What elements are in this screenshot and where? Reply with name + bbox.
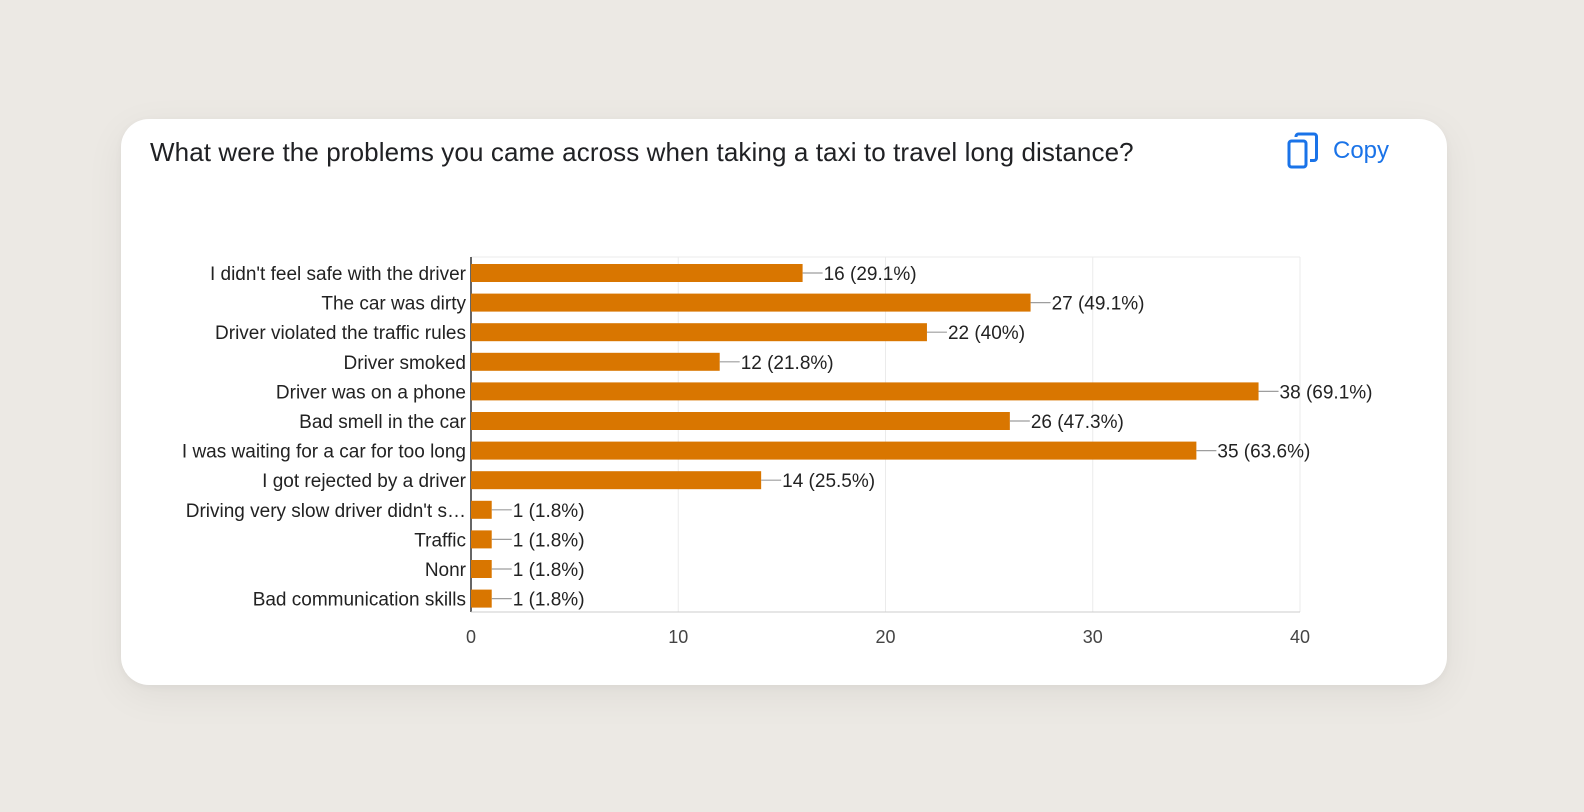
data-label: 16 (29.1%): [824, 264, 917, 285]
data-label: 27 (49.1%): [1052, 294, 1145, 315]
bar: [471, 471, 762, 490]
category-label: I was waiting for a car for too long: [182, 442, 466, 463]
category-label: Bad communication skills: [253, 590, 466, 611]
category-label: Bad smell in the car: [299, 412, 467, 433]
question-title: What were the problems you came across w…: [150, 137, 1134, 167]
bar: [471, 500, 492, 519]
bar: [471, 589, 492, 608]
data-label: 1 (1.8%): [513, 501, 585, 522]
data-label: 26 (47.3%): [1031, 412, 1124, 433]
x-tick-label: 0: [466, 627, 476, 647]
bar: [471, 441, 1197, 460]
category-label: Driver was on a phone: [276, 382, 466, 403]
x-tick-label: 10: [668, 627, 688, 647]
category-label: Nonr: [425, 560, 467, 581]
data-label: 14 (25.5%): [782, 471, 875, 492]
category-label: I didn't feel safe with the driver: [210, 264, 467, 285]
copy-icon: [1287, 132, 1319, 170]
data-label: 12 (21.8%): [741, 353, 834, 374]
question-card: What were the problems you came across w…: [121, 119, 1447, 685]
copy-button[interactable]: Copy: [1283, 129, 1397, 173]
category-label: The car was dirty: [321, 294, 466, 315]
bar: [471, 323, 927, 342]
data-label: 38 (69.1%): [1280, 382, 1373, 403]
bar: [471, 560, 492, 578]
bar: [471, 382, 1259, 401]
bar: [471, 530, 492, 549]
data-label: 1 (1.8%): [513, 530, 585, 551]
category-label: Driver smoked: [344, 353, 466, 374]
category-label: Driving very slow driver didn't s…: [186, 501, 466, 522]
data-label: 1 (1.8%): [513, 560, 585, 581]
bar: [471, 293, 1031, 312]
bar: [471, 264, 803, 282]
bar-chart: 0 10 20 30 40 I didn't feel safe with the dri…: [182, 256, 1373, 647]
copy-button-label: Copy: [1333, 137, 1390, 164]
data-label: 35 (63.6%): [1217, 442, 1310, 463]
bar: [471, 352, 720, 371]
bar: [471, 412, 1010, 430]
data-label: 1 (1.8%): [513, 590, 585, 611]
x-tick-label: 40: [1290, 627, 1310, 647]
x-tick-label: 20: [875, 627, 895, 647]
category-label: Traffic: [414, 530, 466, 551]
data-label: 22 (40%): [948, 323, 1025, 344]
x-tick-label: 30: [1083, 627, 1103, 647]
category-label: I got rejected by a driver: [262, 471, 466, 492]
category-label: Driver violated the traffic rules: [215, 323, 466, 344]
